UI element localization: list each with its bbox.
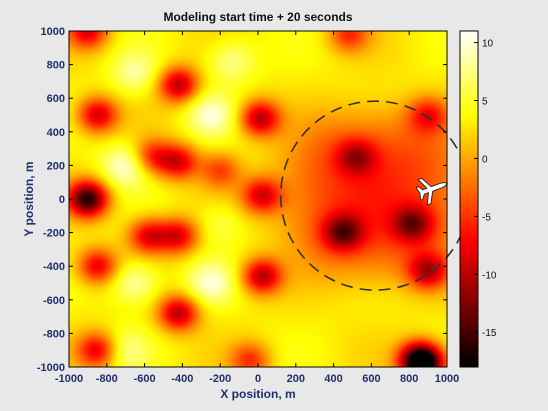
x-tick-label: -400 [171, 373, 193, 385]
y-tick-label: 800 [47, 60, 65, 72]
colorbar-tick-label: 5 [482, 97, 488, 108]
y-tick-label: 200 [47, 160, 65, 172]
colorbar-tick-label: -10 [482, 270, 497, 281]
colorbar-gradient-wrapper [460, 31, 478, 367]
colorbar-frame [459, 30, 479, 368]
x-tick-label: 200 [287, 373, 305, 385]
y-tick-label: 600 [47, 93, 65, 105]
chart-title: Modeling start time + 20 seconds [163, 10, 352, 24]
y-tick-label: 0 [59, 194, 65, 206]
colorbar-tick-label: 0 [482, 154, 488, 165]
y-tick-label: -400 [43, 261, 65, 273]
airplane-icon [415, 177, 449, 206]
y-axis-label: Y position, m [22, 161, 36, 236]
y-tick-label: 400 [47, 127, 65, 139]
y-axis: -1000 -800 -600 -400 -200 0 200 400 600 800 1000 [37, 26, 447, 374]
heatmap-surface [69, 31, 447, 367]
x-tick-label: 1000 [435, 373, 459, 385]
y-tick-label: -600 [43, 295, 65, 307]
x-tick-label: 800 [400, 373, 418, 385]
y-tick-label: -800 [43, 328, 65, 340]
y-tick-label: -200 [43, 228, 65, 240]
colorbar-ticks: 10 5 0 -5 -10 -15 [474, 39, 497, 339]
colorbar-gradient [460, 31, 478, 367]
x-tick-label: -200 [209, 373, 231, 385]
x-axis: -1000 -800 -600 -400 -200 0 200 400 600 800 1000 [55, 31, 459, 385]
colorbar-tick-label: 10 [482, 39, 494, 50]
x-tick-label: -1000 [55, 373, 83, 385]
x-tick-label: 400 [324, 373, 342, 385]
x-tick-label: 0 [255, 373, 261, 385]
colorbar-tick-label: -15 [482, 328, 497, 339]
y-tick-label: -1000 [37, 362, 65, 374]
x-tick-label: -600 [134, 373, 156, 385]
heatmap-surface-wrapper [69, 31, 447, 367]
y-tick-label: 1000 [41, 26, 65, 38]
colorbar-tick-label: -5 [482, 212, 491, 223]
x-tick-label: 600 [362, 373, 380, 385]
x-axis-label: X position, m [220, 387, 295, 401]
plot-area [68, 30, 471, 368]
x-tick-label: -800 [96, 373, 118, 385]
colorbar: 10 5 0 -5 -10 -15 [459, 30, 497, 368]
